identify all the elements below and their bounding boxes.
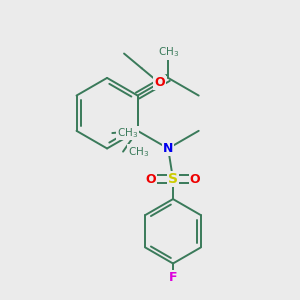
Text: S: S xyxy=(168,172,178,186)
Text: F: F xyxy=(169,271,177,284)
Text: O: O xyxy=(146,172,156,186)
Text: N: N xyxy=(163,142,173,155)
Text: O: O xyxy=(154,76,165,89)
Text: O: O xyxy=(190,172,200,186)
Text: CH$_3$: CH$_3$ xyxy=(158,45,179,59)
Text: CH$_3$: CH$_3$ xyxy=(128,145,149,158)
Text: CH$_3$: CH$_3$ xyxy=(117,126,138,140)
